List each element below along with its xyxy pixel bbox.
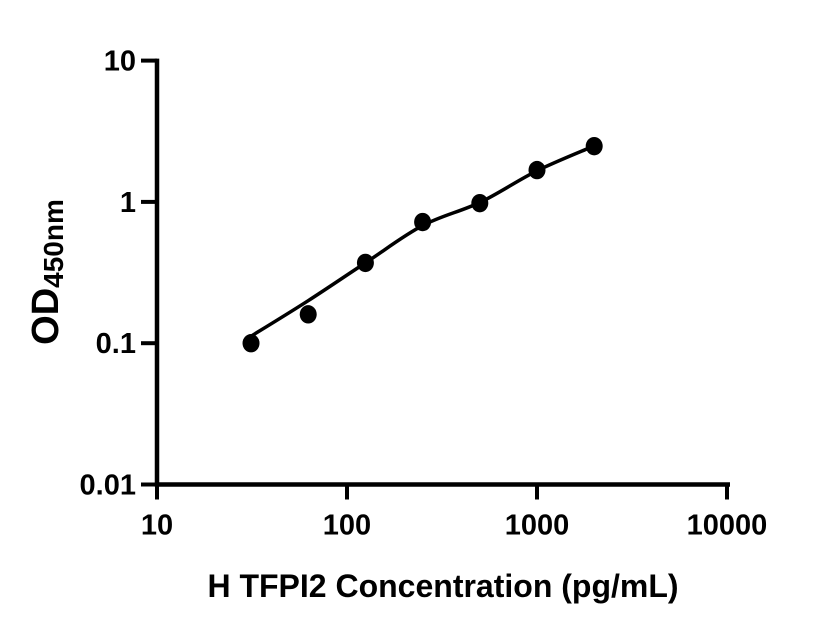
y-axis-title: OD450nm xyxy=(25,199,69,345)
x-tick-label: 10 xyxy=(141,510,173,542)
data-point xyxy=(242,334,260,353)
data-point xyxy=(299,305,317,324)
plot-area: 10 100 1000 10000 10 1 0.1 0.01 xyxy=(80,46,768,542)
y-axis-title-sub: 450nm xyxy=(38,199,69,288)
data-point xyxy=(528,160,546,180)
data-point xyxy=(585,136,603,156)
x-axis-title: H TFPI2 Concentration (pg/mL) xyxy=(207,568,678,604)
x-tick-label: 10000 xyxy=(687,510,768,542)
axis-frame xyxy=(154,58,730,487)
y-tick-label: 10 xyxy=(104,46,136,78)
x-tick-label: 1000 xyxy=(505,510,570,542)
x-tick-label: 100 xyxy=(323,510,371,542)
y-axis-title-main: OD xyxy=(25,288,67,345)
y-tick-label: 1 xyxy=(120,187,136,219)
data-point xyxy=(414,212,432,232)
y-tick-label: 0.1 xyxy=(96,328,136,360)
data-point xyxy=(471,193,489,213)
data-point xyxy=(356,253,374,273)
y-tick-label: 0.01 xyxy=(80,470,136,502)
